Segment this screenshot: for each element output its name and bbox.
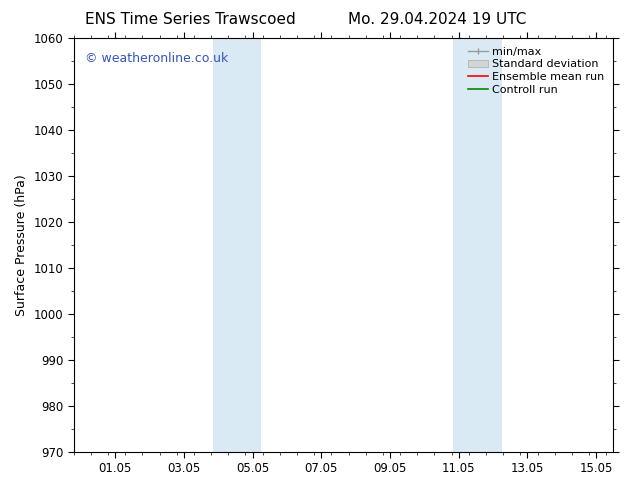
Bar xyxy=(453,38,501,452)
Text: © weatheronline.co.uk: © weatheronline.co.uk xyxy=(84,52,228,65)
Text: Mo. 29.04.2024 19 UTC: Mo. 29.04.2024 19 UTC xyxy=(348,12,527,27)
Text: ENS Time Series Trawscoed: ENS Time Series Trawscoed xyxy=(85,12,295,27)
Bar xyxy=(212,38,261,452)
Legend: min/max, Standard deviation, Ensemble mean run, Controll run: min/max, Standard deviation, Ensemble me… xyxy=(465,43,608,98)
Y-axis label: Surface Pressure (hPa): Surface Pressure (hPa) xyxy=(15,174,28,316)
